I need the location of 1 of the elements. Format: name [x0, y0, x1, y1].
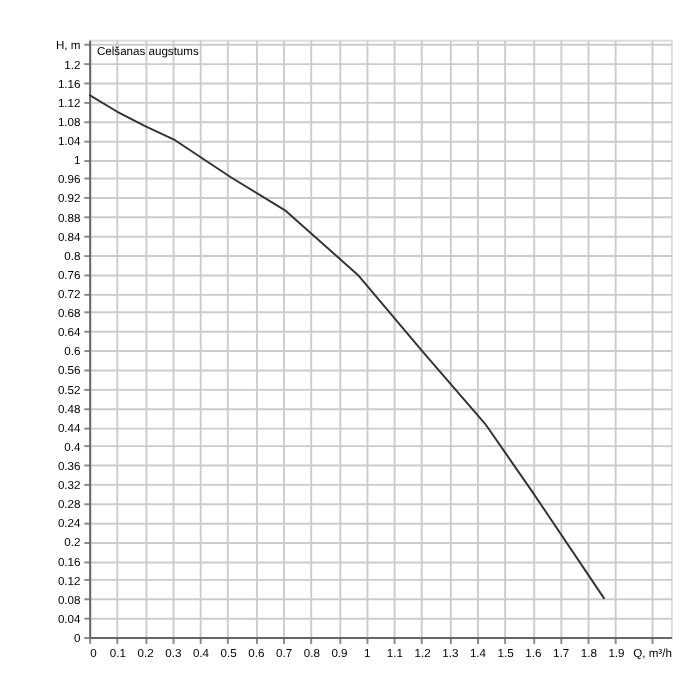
line-series	[88, 93, 606, 600]
